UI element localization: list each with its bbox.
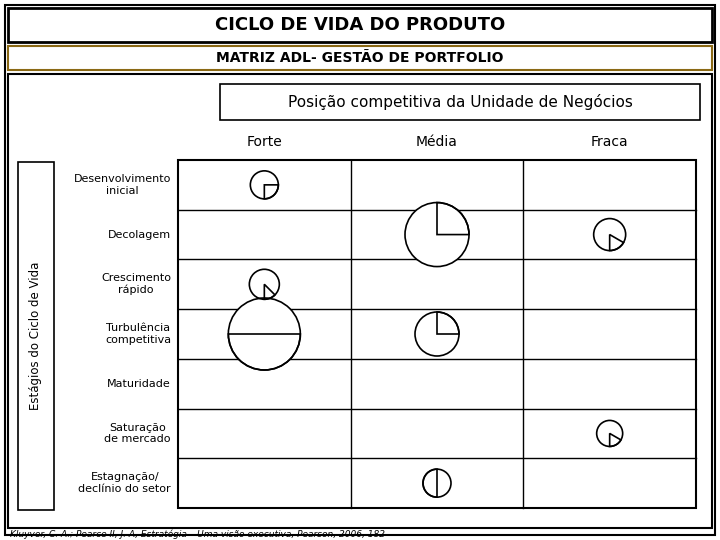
- Text: CICLO DE VIDA DO PRODUTO: CICLO DE VIDA DO PRODUTO: [215, 16, 505, 34]
- Circle shape: [249, 269, 279, 299]
- Circle shape: [228, 298, 300, 370]
- Text: Desenvolvimento
inicial: Desenvolvimento inicial: [73, 174, 171, 195]
- Wedge shape: [264, 284, 275, 299]
- Text: Estágios do Ciclo de Vida: Estágios do Ciclo de Vida: [30, 262, 42, 410]
- Text: Turbulência
competitiva: Turbulência competitiva: [105, 323, 171, 345]
- Wedge shape: [437, 202, 469, 234]
- Text: Posição competitiva da Unidade de Negócios: Posição competitiva da Unidade de Negóci…: [287, 94, 632, 110]
- Text: Kluyver, C. A.; Pearce II, J. A, Estratégia – Uma visão executiva, Pearson, 2006: Kluyver, C. A.; Pearce II, J. A, Estraté…: [10, 529, 385, 539]
- Wedge shape: [610, 234, 624, 251]
- Wedge shape: [610, 434, 621, 447]
- Wedge shape: [437, 312, 459, 334]
- Wedge shape: [264, 185, 279, 199]
- Bar: [8, 46, 712, 70]
- Bar: [8, 8, 712, 42]
- Circle shape: [597, 421, 623, 447]
- Text: MATRIZ ADL- GESTÃO DE PORTFOLIO: MATRIZ ADL- GESTÃO DE PORTFOLIO: [216, 51, 504, 65]
- Circle shape: [594, 219, 626, 251]
- Wedge shape: [423, 469, 437, 497]
- Circle shape: [415, 312, 459, 356]
- Text: Estagnação/
declínio do setor: Estagnação/ declínio do setor: [78, 472, 171, 494]
- Text: Forte: Forte: [246, 135, 282, 149]
- Circle shape: [423, 469, 451, 497]
- Bar: [220, 84, 700, 120]
- Circle shape: [251, 171, 279, 199]
- Circle shape: [405, 202, 469, 267]
- Bar: [18, 162, 54, 510]
- Text: Fraca: Fraca: [591, 135, 629, 149]
- Bar: [8, 74, 712, 528]
- Wedge shape: [228, 334, 300, 370]
- Text: Saturação
de mercado: Saturação de mercado: [104, 423, 171, 444]
- Bar: [178, 160, 696, 508]
- Text: Maturidade: Maturidade: [107, 379, 171, 389]
- Text: Média: Média: [416, 135, 458, 149]
- Text: Crescimento
rápido: Crescimento rápido: [101, 273, 171, 295]
- Text: Decolagem: Decolagem: [108, 230, 171, 240]
